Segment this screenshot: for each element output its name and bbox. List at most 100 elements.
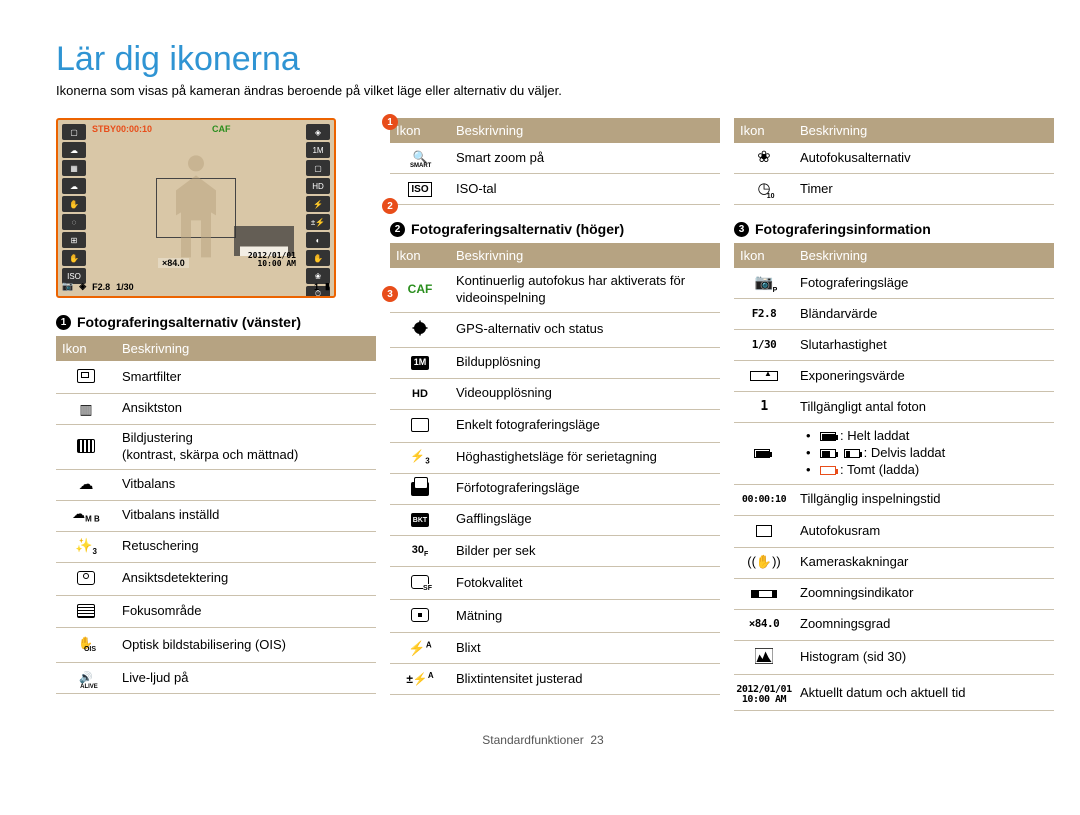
battery-partial: : Delvis laddat bbox=[814, 445, 1048, 462]
footer-label: Standardfunktioner bbox=[482, 733, 583, 747]
desc-cell: Optisk bildstabilisering (OIS) bbox=[116, 628, 376, 663]
icon-cell: 2012/01/01 10:00 AM bbox=[734, 675, 794, 711]
table-row: Mätning bbox=[390, 600, 720, 633]
icon-cell: ±⚡A bbox=[390, 664, 450, 695]
vres-icon: HD bbox=[406, 384, 434, 404]
table-left: Ikon Beskrivning Smartfilter▥AnsiktstonB… bbox=[56, 336, 376, 694]
desc-cell: Vitbalans bbox=[116, 469, 376, 500]
col-header: Beskrivning bbox=[450, 243, 720, 268]
battery-icon: ▮ bbox=[325, 281, 330, 292]
table-row: ❀Autofokusalternativ bbox=[734, 143, 1054, 174]
screen-icon: ✋ bbox=[306, 250, 330, 266]
fps-icon: 30F bbox=[406, 541, 434, 561]
page-footer: Standardfunktioner 23 bbox=[56, 733, 1030, 747]
metering-icon bbox=[406, 605, 434, 625]
table-row: Ansiktsdetektering bbox=[56, 562, 376, 595]
camera-screen-diagram: STBY 00:00:10 CAF ▢ ☁ ▦ ☁ ✋ ◌ ⊞ ✋ ISO bbox=[56, 118, 376, 298]
desc-cell: Mätning bbox=[450, 600, 720, 633]
table-row: ✋OISOptisk bildstabilisering (OIS) bbox=[56, 628, 376, 663]
section-number-icon: 2 bbox=[390, 222, 405, 237]
section-title-text: Fotograferingsalternativ (vänster) bbox=[77, 314, 301, 330]
screen-icon: ±⚡ bbox=[306, 214, 330, 230]
icon-cell bbox=[390, 312, 450, 347]
shake-icon: ((✋)) bbox=[750, 553, 778, 573]
desc-cell: Tillgänglig inspelningstid bbox=[794, 484, 1054, 515]
table-row: ±⚡ABlixtintensitet justerad bbox=[390, 664, 720, 695]
table-row: 🔊ALIVELive-ljud på bbox=[56, 663, 376, 694]
marker-2: 2 bbox=[382, 198, 398, 214]
table-row: 00:00:10Tillgänglig inspelningstid bbox=[734, 484, 1054, 515]
gps-icon: ◈ bbox=[79, 281, 86, 292]
table-row: 1/30Slutarhastighet bbox=[734, 330, 1054, 361]
mode-icon: 📷P bbox=[750, 273, 778, 293]
section-title-info: 3 Fotograferingsinformation bbox=[734, 221, 1054, 237]
smartzoom-icon: 🔍SMART bbox=[406, 148, 434, 168]
battery-full: : Helt laddat bbox=[814, 428, 1048, 445]
screen-icon: ☁ bbox=[62, 142, 86, 158]
desc-cell: Blixt bbox=[450, 633, 720, 664]
col-header: Beskrivning bbox=[116, 336, 376, 361]
desc-cell: Timer bbox=[794, 174, 1054, 205]
desc-cell: Vitbalans inställd bbox=[116, 500, 376, 531]
column-right: Ikon Beskrivning ❀Autofokusalternativ◷10… bbox=[734, 118, 1054, 711]
icon-cell: 00:00:10 bbox=[734, 484, 794, 515]
screen-count: 1 bbox=[314, 282, 319, 292]
desc-cell: Fokusområde bbox=[116, 595, 376, 628]
table-row: Zoomningsindikator bbox=[734, 578, 1054, 609]
screen-icon: ◌ bbox=[62, 214, 86, 230]
desc-cell: Ansiktsdetektering bbox=[116, 562, 376, 595]
icon-cell: BKT bbox=[390, 504, 450, 536]
table-row: ×84.0Zoomningsgrad bbox=[734, 609, 1054, 640]
icon-cell bbox=[390, 473, 450, 504]
desc-cell: Blixtintensitet justerad bbox=[450, 664, 720, 695]
screen-icon: ⊞ bbox=[62, 232, 86, 248]
icon-cell: 1M bbox=[390, 347, 450, 378]
retouch-icon: ✨3 bbox=[72, 537, 100, 557]
desc-cell: GPS-alternativ och status bbox=[450, 312, 720, 347]
camera-icon: 📷 bbox=[62, 281, 73, 292]
icon-cell: ❀ bbox=[734, 143, 794, 174]
smartfilter-icon bbox=[72, 366, 100, 386]
section-number-icon: 3 bbox=[734, 222, 749, 237]
icon-cell bbox=[734, 515, 794, 547]
icon-cell bbox=[734, 640, 794, 675]
icon-cell: ✨3 bbox=[56, 531, 116, 562]
screen-icon: ◐ bbox=[306, 232, 330, 248]
marker-1: 1 bbox=[382, 114, 398, 130]
screen-icon: ✋ bbox=[62, 250, 86, 266]
screen-icon: ▦ bbox=[62, 160, 86, 176]
table-row: Autofokusram bbox=[734, 515, 1054, 547]
col-header: Beskrivning bbox=[794, 118, 1054, 143]
desc-cell: Autofokusram bbox=[794, 515, 1054, 547]
icon-cell: 1 bbox=[734, 392, 794, 423]
count-icon: 1 bbox=[750, 397, 778, 417]
icon-cell: ×84.0 bbox=[734, 609, 794, 640]
intro-text: Ikonerna som visas på kameran ändras ber… bbox=[56, 83, 1030, 98]
icon-cell bbox=[56, 361, 116, 393]
desc-cell: ISO-tal bbox=[450, 174, 720, 205]
ev-icon: ▲ bbox=[750, 366, 778, 386]
table-row: : Helt laddat : Delvis laddat: Tomt (lad… bbox=[734, 423, 1054, 485]
table-row: BKTGafflingsläge bbox=[390, 504, 720, 536]
table-row: Bildjustering(kontrast, skärpa och mättn… bbox=[56, 424, 376, 469]
icon-cell: ☁ bbox=[56, 469, 116, 500]
zoomx-icon: ×84.0 bbox=[750, 615, 778, 635]
screen-caf: CAF bbox=[212, 124, 231, 134]
desc-cell: Enkelt fotograferingsläge bbox=[450, 409, 720, 442]
col-header: Beskrivning bbox=[450, 118, 720, 143]
precap-icon bbox=[406, 479, 434, 499]
screen-stby: STBY bbox=[92, 124, 116, 134]
table-row: ⚡3Höghastighetsläge för serietagning bbox=[390, 442, 720, 473]
icon-cell: 1/30 bbox=[734, 330, 794, 361]
icon-cell bbox=[390, 600, 450, 633]
desc-cell: Zoomningsindikator bbox=[794, 578, 1054, 609]
desc-cell: Live-ljud på bbox=[116, 663, 376, 694]
screen-icon: ⚡ bbox=[306, 196, 330, 212]
screen-icon: HD bbox=[306, 178, 330, 194]
desc-cell: Höghastighetsläge för serietagning bbox=[450, 442, 720, 473]
desc-cell: Bilder per sek bbox=[450, 536, 720, 567]
screen-icon: ◈ bbox=[306, 124, 330, 140]
section-title-text: Fotograferingsalternativ (höger) bbox=[411, 221, 624, 237]
flash-icon: ⚡A bbox=[406, 638, 434, 658]
screen-icon: 1M bbox=[306, 142, 330, 158]
